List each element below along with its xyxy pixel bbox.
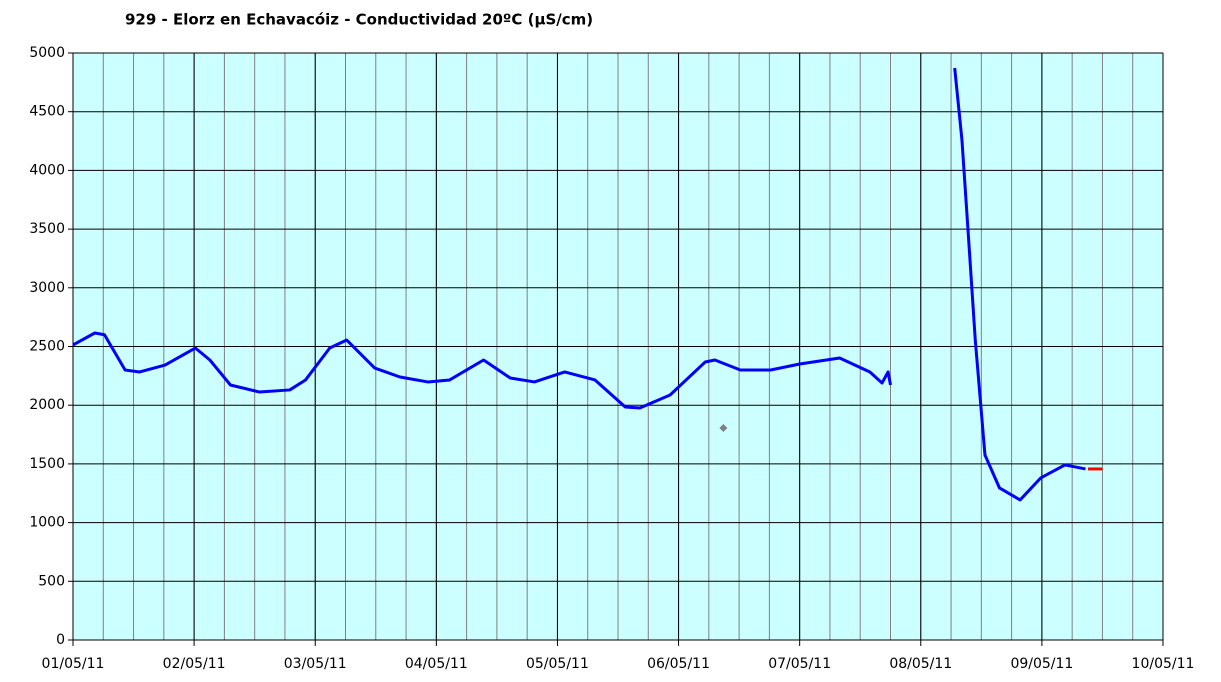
y-tick-label: 1500 [29, 456, 65, 472]
y-tick-label: 500 [38, 573, 65, 589]
x-tick-label: 04/05/11 [405, 656, 468, 672]
y-tick-label: 3500 [29, 221, 65, 237]
y-tick-label: 4000 [29, 162, 65, 178]
y-tick-label: 5000 [29, 45, 65, 61]
y-tick-label: 4500 [29, 104, 65, 120]
y-tick-label: 3000 [29, 280, 65, 296]
y-tick-label: 1000 [29, 515, 65, 531]
x-tick-label: 03/05/11 [284, 656, 347, 672]
y-tick-label: 2000 [29, 397, 65, 413]
y-tick-label: 2500 [29, 339, 65, 355]
x-tick-label: 02/05/11 [163, 656, 226, 672]
y-tick-label: 0 [56, 632, 65, 648]
data-point [719, 423, 728, 432]
chart-title: 929 - Elorz en Echavacóiz - Conductivida… [125, 11, 593, 29]
data-line [72, 67, 1086, 502]
x-tick-label: 08/05/11 [889, 656, 952, 672]
x-tick-label: 07/05/11 [768, 656, 831, 672]
x-tick-label: 10/05/11 [1132, 656, 1195, 672]
x-tick-label: 01/05/11 [42, 656, 105, 672]
x-tick-label: 09/05/11 [1010, 656, 1073, 672]
x-tick-label: 06/05/11 [647, 656, 710, 672]
x-tick-label: 05/05/11 [526, 656, 589, 672]
